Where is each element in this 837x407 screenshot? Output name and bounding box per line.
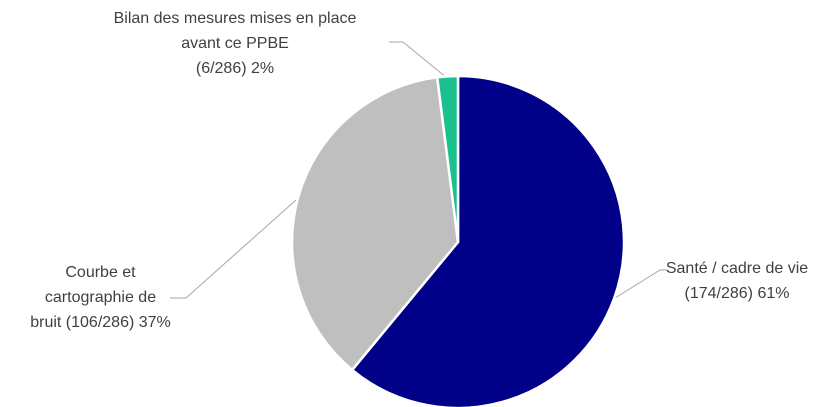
category-label: Santé / cadre de vie bbox=[665, 260, 809, 277]
category-label: Bilan des mesures mises en place avant c… bbox=[113, 10, 357, 52]
pie-slice bbox=[350, 74, 626, 407]
value-label: (174/286) 61% bbox=[684, 285, 790, 302]
leader-line bbox=[170, 199, 297, 299]
slice-label: Courbe et cartographie de bruit (106/286… bbox=[28, 260, 173, 335]
slice-label: Santé / cadre de vie (174/286) 61% bbox=[662, 256, 812, 306]
category-label: Courbe et cartographie de bruit bbox=[30, 264, 157, 331]
value-label: (6/286) 2% bbox=[195, 60, 275, 77]
pie-slice bbox=[290, 75, 460, 372]
value-label: (106/286) 37% bbox=[65, 314, 171, 331]
slice-label: Bilan des mesures mises en place avant c… bbox=[70, 6, 400, 81]
leader-line bbox=[614, 269, 668, 299]
leader-line bbox=[389, 41, 448, 79]
pie-slice bbox=[435, 74, 460, 243]
